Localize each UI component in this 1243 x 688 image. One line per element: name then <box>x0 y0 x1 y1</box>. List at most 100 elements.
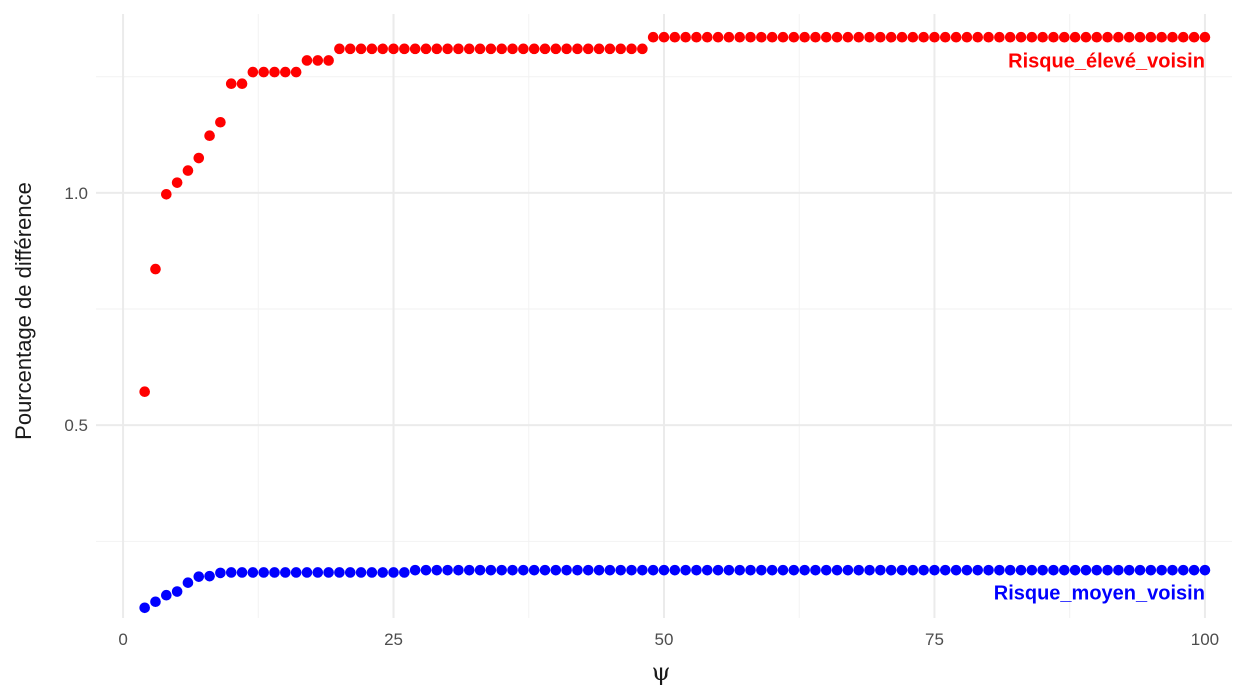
data-point <box>734 564 746 576</box>
data-point <box>593 43 605 55</box>
data-point <box>572 43 583 55</box>
data-point <box>1145 564 1157 576</box>
data-point <box>777 564 789 576</box>
data-point <box>658 31 670 43</box>
series-label: Risque_élevé_voisin <box>1008 50 1205 72</box>
data-point <box>712 564 724 576</box>
data-point <box>204 130 215 142</box>
data-point <box>1037 564 1048 576</box>
data-point <box>269 567 280 578</box>
data-point <box>1113 564 1124 576</box>
data-point <box>961 31 973 43</box>
data-point <box>323 567 334 578</box>
data-point <box>485 564 497 576</box>
data-point <box>193 152 205 164</box>
data-point <box>896 564 908 576</box>
data-point <box>518 564 529 576</box>
data-point <box>637 43 648 55</box>
data-point <box>539 564 551 576</box>
data-point <box>1080 564 1092 576</box>
data-point <box>810 564 821 576</box>
data-point <box>572 564 583 576</box>
data-point <box>1178 564 1189 576</box>
data-point <box>388 567 399 578</box>
data-point <box>463 43 475 55</box>
data-point <box>290 66 302 78</box>
data-point <box>150 596 161 608</box>
data-point <box>582 43 594 55</box>
series-annotations: Risque_élevé_voisin Risque_moyen_voisin <box>994 50 1205 604</box>
data-point <box>950 564 962 576</box>
data-point <box>496 43 508 55</box>
data-point <box>1145 31 1157 43</box>
y-axis-ticks: 0.5 1.0 <box>64 184 88 435</box>
data-point <box>1123 564 1135 576</box>
data-point <box>615 43 627 55</box>
data-point <box>972 31 984 43</box>
data-point <box>161 589 172 601</box>
data-point <box>615 564 627 576</box>
data-point <box>474 43 486 55</box>
data-point <box>994 31 1005 43</box>
data-point <box>236 78 248 89</box>
data-point <box>1167 564 1178 576</box>
data-point <box>334 567 345 578</box>
y-tick-label: 0.5 <box>64 416 88 435</box>
data-point <box>463 564 475 576</box>
data-point <box>334 43 345 55</box>
data-point <box>875 564 886 576</box>
data-point <box>1048 31 1059 43</box>
data-point <box>626 564 637 576</box>
data-point <box>496 564 508 576</box>
data-point <box>323 55 334 66</box>
data-point <box>875 31 886 43</box>
data-point <box>561 43 572 55</box>
data-point <box>453 564 464 576</box>
x-axis-ticks: 0 25 50 75 100 <box>118 630 1219 649</box>
data-point <box>507 564 518 576</box>
data-point <box>1004 564 1016 576</box>
data-point <box>474 564 486 576</box>
data-point <box>442 564 453 576</box>
data-point <box>1199 564 1211 576</box>
data-point <box>280 66 291 78</box>
data-point <box>939 564 951 576</box>
data-point <box>258 567 269 578</box>
data-point <box>528 43 540 55</box>
data-point <box>994 564 1005 576</box>
data-point <box>950 31 962 43</box>
data-point <box>766 31 778 43</box>
data-point <box>853 564 865 576</box>
data-point <box>225 567 237 578</box>
data-point <box>290 567 302 578</box>
data-point <box>1102 31 1113 43</box>
data-point <box>344 43 356 55</box>
data-point <box>1059 564 1070 576</box>
x-tick-label: 50 <box>655 630 674 649</box>
data-point <box>420 564 432 576</box>
data-point <box>366 43 378 55</box>
data-point <box>637 564 648 576</box>
data-point <box>745 564 756 576</box>
data-point <box>1015 31 1027 43</box>
data-point <box>1091 564 1103 576</box>
data-point <box>885 31 897 43</box>
data-points <box>139 31 1211 614</box>
data-point <box>604 43 616 55</box>
data-point <box>269 66 280 78</box>
data-point <box>355 43 367 55</box>
data-point <box>723 31 735 43</box>
data-point <box>896 31 908 43</box>
data-point <box>864 31 875 43</box>
data-point <box>1123 31 1135 43</box>
data-point <box>788 31 800 43</box>
data-point <box>247 66 259 78</box>
data-point <box>431 43 443 55</box>
data-point <box>1199 31 1211 43</box>
y-axis-label: Pourcentage de différence <box>11 182 36 440</box>
data-point <box>1156 31 1167 43</box>
data-point <box>561 564 572 576</box>
data-point <box>161 188 172 200</box>
data-point <box>777 31 789 43</box>
